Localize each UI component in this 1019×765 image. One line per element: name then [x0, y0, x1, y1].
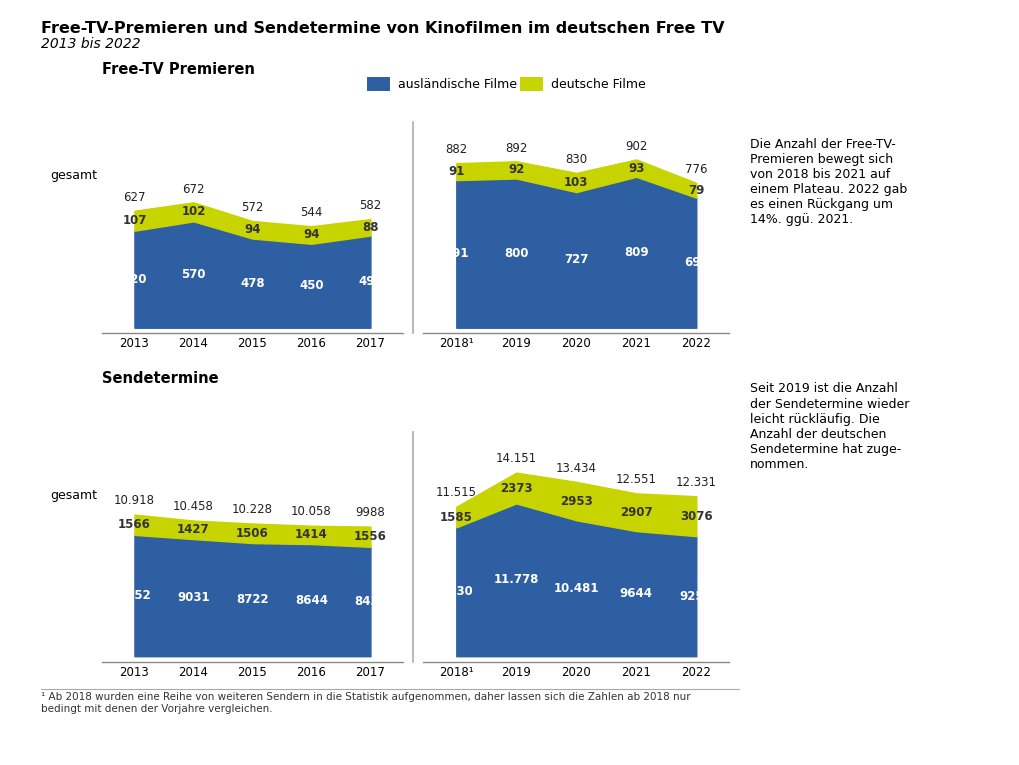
Text: 10.458: 10.458	[173, 500, 214, 513]
Text: 8432: 8432	[354, 595, 386, 608]
Text: 800: 800	[503, 246, 528, 259]
Text: 88: 88	[362, 221, 378, 234]
Text: 1414: 1414	[294, 529, 327, 542]
Text: 8644: 8644	[294, 594, 328, 607]
Text: 10.481: 10.481	[553, 581, 598, 594]
Text: 1556: 1556	[354, 530, 386, 543]
Text: 10.918: 10.918	[114, 494, 155, 507]
Text: gesamt: gesamt	[50, 489, 97, 502]
Text: 892: 892	[504, 142, 527, 155]
Text: 107: 107	[122, 214, 147, 227]
Text: 8722: 8722	[236, 593, 268, 606]
Text: 14.151: 14.151	[495, 452, 536, 465]
Text: 92: 92	[507, 164, 524, 177]
Text: 91: 91	[447, 165, 464, 178]
Text: 572: 572	[242, 201, 263, 214]
Text: 13.434: 13.434	[555, 461, 596, 474]
Text: gesamt: gesamt	[50, 170, 97, 182]
Text: deutsche Filme: deutsche Filme	[550, 78, 645, 90]
Text: Sendetermine: Sendetermine	[102, 371, 218, 386]
Text: 727: 727	[564, 253, 588, 266]
Text: 582: 582	[359, 200, 381, 213]
Text: 830: 830	[565, 153, 587, 166]
Text: 1566: 1566	[118, 518, 151, 531]
Text: 544: 544	[300, 207, 322, 220]
Text: 10.228: 10.228	[231, 503, 273, 516]
Text: 12.551: 12.551	[615, 473, 656, 486]
Text: 3076: 3076	[680, 509, 712, 522]
Text: 809: 809	[624, 246, 648, 259]
Text: 2953: 2953	[559, 495, 592, 507]
Text: Seit 2019 ist die Anzahl
der Sendetermine wieder
leicht rückläufig. Die
Anzahl d: Seit 2019 ist die Anzahl der Sendetermin…	[749, 382, 908, 470]
Text: 103: 103	[564, 176, 588, 189]
Text: 9988: 9988	[356, 506, 385, 519]
Text: 1506: 1506	[235, 527, 269, 540]
Text: 79: 79	[688, 184, 704, 197]
Text: 2373: 2373	[499, 481, 532, 494]
Text: 882: 882	[444, 143, 467, 156]
Text: 2013 bis 2022: 2013 bis 2022	[41, 37, 141, 50]
Text: 672: 672	[182, 183, 205, 196]
Text: 94: 94	[303, 229, 319, 242]
Text: 627: 627	[123, 191, 146, 204]
Text: 11.515: 11.515	[435, 487, 476, 500]
Text: Free-TV Premieren: Free-TV Premieren	[102, 61, 255, 76]
Text: 450: 450	[299, 279, 323, 292]
Text: 9644: 9644	[620, 588, 652, 601]
Text: 94: 94	[244, 223, 261, 236]
Text: 10.058: 10.058	[290, 506, 331, 519]
Text: 102: 102	[181, 205, 206, 218]
Text: 902: 902	[625, 140, 647, 153]
Text: 494: 494	[358, 275, 382, 288]
Text: 570: 570	[181, 268, 206, 281]
Text: 9031: 9031	[177, 591, 210, 604]
Text: 9352: 9352	[118, 589, 151, 602]
Text: 9255: 9255	[680, 590, 712, 603]
Text: Free-TV-Premieren und Sendetermine von Kinofilmen im deutschen Free TV: Free-TV-Premieren und Sendetermine von K…	[41, 21, 723, 37]
Text: 478: 478	[239, 277, 265, 290]
Text: 11.778: 11.778	[493, 573, 538, 586]
Text: 12.331: 12.331	[676, 476, 716, 489]
Text: 791: 791	[443, 247, 468, 260]
Text: 1585: 1585	[439, 510, 472, 523]
Text: ausländische Filme: ausländische Filme	[397, 78, 517, 90]
Text: 9930: 9930	[439, 585, 472, 598]
Text: 776: 776	[685, 163, 707, 176]
Text: 520: 520	[122, 272, 147, 285]
Text: 93: 93	[628, 161, 644, 174]
Text: 1427: 1427	[177, 523, 210, 536]
Text: 697: 697	[684, 256, 708, 269]
Text: ¹ Ab 2018 wurden eine Reihe von weiteren Sendern in die Statistik aufgenommen, d: ¹ Ab 2018 wurden eine Reihe von weiteren…	[41, 692, 690, 714]
Text: 2907: 2907	[620, 506, 652, 519]
Text: Die Anzahl der Free-TV-
Premieren bewegt sich
von 2018 bis 2021 auf
einem Platea: Die Anzahl der Free-TV- Premieren bewegt…	[749, 138, 906, 226]
